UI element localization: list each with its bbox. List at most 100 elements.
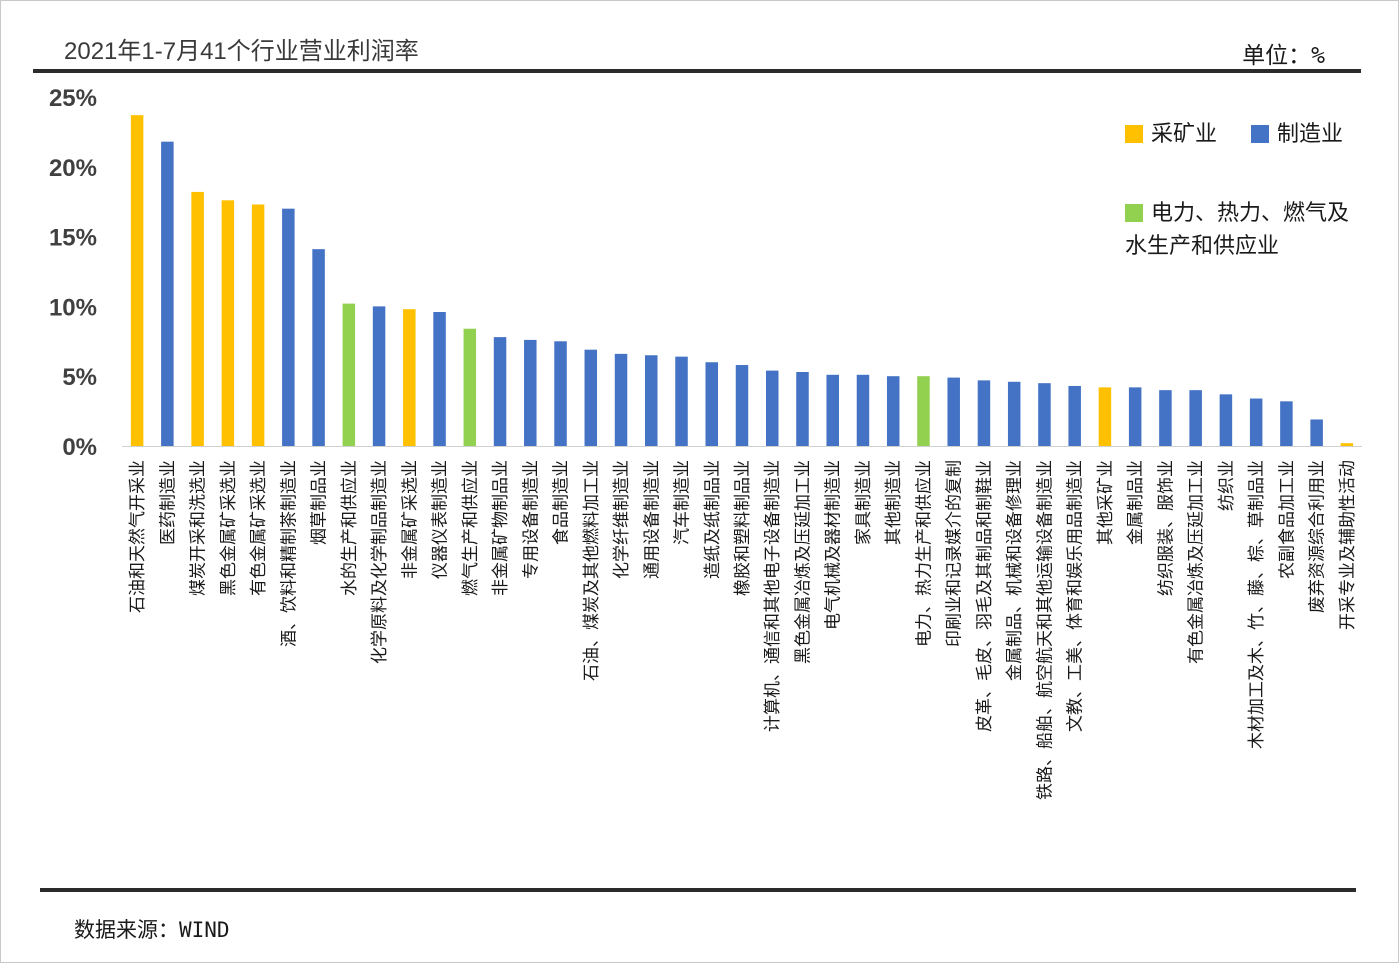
x-tick-label: 煤炭开采和洗选业	[189, 460, 209, 596]
chart-title: 2021年1-7月41个行业营业利润率	[64, 38, 419, 65]
x-tick-label: 皮革、毛皮、羽毛及其制品和制鞋业	[975, 460, 995, 732]
bar	[1007, 381, 1021, 446]
bar	[1340, 443, 1354, 446]
x-tick-label: 其他制造业	[884, 460, 904, 545]
top-rule	[33, 69, 1361, 73]
x-tick-label: 有色金属矿采选业	[249, 460, 269, 596]
x-tick-label: 黑色金属冶炼及压延加工业	[793, 460, 813, 664]
x-tick-label: 家具制造业	[854, 460, 874, 545]
x-tick-label: 纺织业	[1217, 460, 1237, 511]
bar	[130, 115, 144, 446]
bar	[735, 365, 749, 446]
legend-item-manufacturing: 制造业	[1251, 118, 1343, 151]
x-tick-label: 造纸及纸制品业	[703, 460, 723, 579]
bar	[1068, 385, 1081, 446]
bar	[1159, 390, 1172, 446]
x-tick-label: 电力、热力生产和供应业	[914, 460, 934, 647]
bar	[765, 370, 779, 446]
bar	[433, 311, 446, 446]
x-tick-label: 化学纤维制造业	[612, 460, 632, 579]
bar	[1098, 387, 1112, 446]
bar	[463, 328, 477, 446]
bar	[947, 377, 960, 446]
bar	[312, 249, 325, 446]
bar	[493, 337, 507, 446]
bar	[191, 191, 204, 446]
bottom-rule	[40, 888, 1356, 892]
x-tick-label: 有色金属冶炼及压延加工业	[1187, 460, 1207, 664]
x-tick-label: 石油、煤炭及其他燃料加工业	[582, 460, 602, 681]
x-tick-label: 医药制造业	[158, 460, 178, 545]
legend-swatch-utilities	[1125, 204, 1143, 222]
bar	[886, 376, 900, 446]
bar	[524, 339, 537, 446]
x-tick-label: 印刷业和记录媒介的复制	[945, 460, 965, 647]
x-tick-label: 金属制品、机械和设备修理业	[1005, 460, 1025, 681]
x-tick-label: 水的生产和供应业	[340, 460, 360, 596]
bar	[161, 141, 174, 446]
y-tick-label: 0%	[62, 434, 97, 461]
x-tick-label: 燃气生产和供应业	[461, 460, 481, 596]
legend-swatch-manufacturing	[1251, 125, 1269, 143]
x-tick-label: 其他采矿业	[1096, 460, 1116, 545]
data-source: 数据来源：WIND	[74, 918, 230, 942]
x-tick-label: 文教、工美、体育和娱乐用品制造业	[1066, 460, 1086, 732]
legend-item-utilities: 电力、热力、燃气及 水生产和供应业	[1125, 197, 1349, 263]
bar	[403, 309, 416, 446]
y-tick-label: 15%	[49, 225, 97, 252]
bar	[554, 341, 567, 446]
bar	[1128, 387, 1142, 446]
x-tick-label: 烟草制品业	[310, 460, 330, 545]
legend-label-utilities: 电力、热力、燃气及	[1151, 201, 1350, 226]
bar	[251, 204, 265, 446]
x-tick-label: 酒、饮料和精制茶制造业	[279, 460, 299, 647]
bar	[1189, 390, 1202, 446]
bar	[1280, 401, 1293, 446]
bar	[1310, 419, 1323, 446]
bar	[856, 374, 870, 446]
legend-item-mining: 采矿业	[1125, 118, 1217, 151]
x-tick-label: 农副食品加工业	[1277, 460, 1297, 579]
bar	[675, 356, 688, 446]
bar	[796, 372, 809, 446]
legend-label-utilities-line2: 水生产和供应业	[1125, 234, 1280, 259]
bar	[282, 208, 295, 446]
x-tick-label: 化学原料及化学制品制造业	[370, 460, 390, 664]
x-tick-label: 非金属矿采选业	[400, 460, 420, 579]
x-tick-label: 电气机械及器材制造业	[824, 460, 844, 630]
bar	[917, 376, 930, 446]
x-tick-label: 金属制品业	[1126, 460, 1146, 545]
x-tick-label: 橡胶和塑料制品业	[733, 460, 753, 596]
legend-swatch-mining	[1125, 125, 1143, 143]
bar	[614, 353, 628, 446]
y-tick-label: 20%	[49, 155, 97, 182]
x-tick-label: 食品制造业	[552, 460, 572, 545]
x-tick-label: 开采专业及辅助性活动	[1338, 460, 1358, 630]
bar	[584, 349, 598, 446]
x-tick-label: 汽车制造业	[673, 460, 693, 545]
bar	[826, 374, 839, 446]
x-tick-label: 通用设备制造业	[642, 460, 662, 579]
x-tick-label: 石油和天然气开采业	[128, 460, 148, 613]
x-tick-label: 黑色金属矿采选业	[219, 460, 239, 596]
legend-label-mining: 采矿业	[1151, 122, 1218, 147]
y-tick-label: 5%	[62, 364, 97, 391]
x-tick-label: 非金属矿物制品业	[491, 460, 511, 596]
bar	[1219, 394, 1233, 446]
y-tick-label: 10%	[49, 294, 97, 321]
bar	[705, 362, 719, 446]
x-tick-label: 铁路、船舶、航空航天和其他运输设备制造业	[1035, 460, 1055, 800]
bar	[645, 355, 658, 446]
x-tick-label: 计算机、通信和其他电子设备制造业	[763, 460, 783, 732]
x-tick-label: 木材加工及木、竹、藤、棕、草制品业	[1247, 460, 1267, 749]
y-tick-label: 25%	[49, 85, 97, 112]
bar	[1038, 383, 1051, 446]
x-tick-label: 专用设备制造业	[521, 460, 541, 579]
bar	[221, 200, 235, 446]
bar	[372, 306, 386, 446]
x-tick-label: 废弃资源综合利用业	[1308, 460, 1328, 613]
unit-label: 单位：%	[1242, 43, 1325, 69]
legend-label-manufacturing: 制造业	[1277, 122, 1344, 147]
bar	[1249, 398, 1263, 446]
